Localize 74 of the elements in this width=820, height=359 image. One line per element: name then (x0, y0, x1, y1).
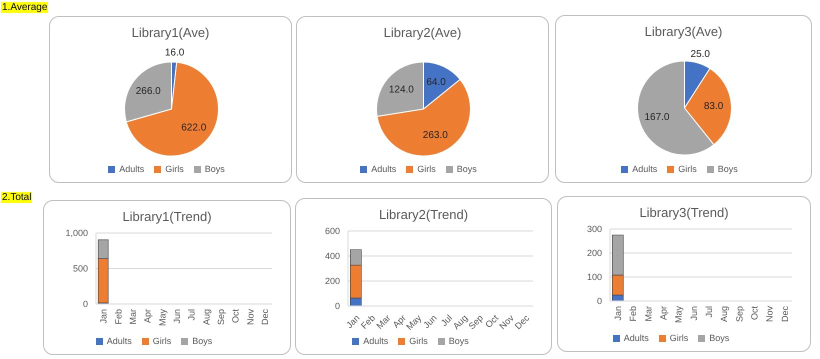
chart-title: Library2(Trend) (378, 207, 470, 224)
legend-label: Adults (106, 336, 132, 346)
data-label: 25.0 (690, 48, 710, 60)
legend-label: Adults (363, 336, 388, 346)
y-tick-label: 100 (586, 272, 602, 282)
x-tick-label: Aug (719, 306, 730, 322)
x-tick-label: Aug (201, 309, 212, 326)
data-label: 64.0 (426, 77, 446, 88)
legend-label: Adults (632, 164, 658, 174)
x-tick-label: Jun (172, 309, 182, 324)
x-tick-label: Feb (113, 309, 124, 325)
y-tick-label: 200 (324, 276, 340, 286)
y-tick-label: 1,000 (65, 228, 88, 238)
chart-title: Library1(Ave) (130, 25, 210, 42)
x-tick-label: Mar (643, 306, 654, 322)
chart-title: Library3(Trend) (638, 205, 730, 222)
x-tick-label: May (674, 306, 684, 324)
legend-label: Adults (371, 164, 396, 174)
chart-title: Library1(Trend) (121, 209, 213, 226)
x-tick-label: Sep (216, 309, 226, 326)
x-tick-label: Nov (245, 308, 256, 326)
pie-slice (126, 62, 219, 156)
data-label: 124.0 (388, 84, 414, 96)
y-tick-label: 0 (596, 296, 602, 306)
x-tick-label: May (404, 312, 424, 332)
x-tick-label: May (157, 308, 168, 326)
legend-label: Boys (718, 164, 738, 174)
y-tick-label: 300 (586, 224, 602, 234)
legend-label: Girls (152, 336, 172, 346)
x-tick-label: Feb (628, 306, 638, 322)
text: 2.Total (1, 192, 32, 203)
x-tick-label: Apr (658, 306, 668, 320)
data-label: 83.0 (704, 101, 724, 112)
legend-label: Girls (165, 164, 184, 174)
x-tick-label: Jul (186, 309, 197, 321)
x-tick-label: Jan (612, 306, 623, 321)
y-tick-label: 400 (324, 251, 340, 262)
x-tick-label: Mar (128, 309, 138, 324)
x-tick-label: Sep (734, 306, 744, 322)
y-tick-label: 200 (586, 248, 602, 258)
data-label: 167.0 (644, 112, 670, 124)
legend-label: Boys (192, 336, 212, 346)
legend-label: Boys (456, 164, 477, 174)
legend-label: Boys (448, 336, 469, 346)
y-tick-label: 600 (324, 226, 340, 236)
legend-label: Girls (409, 336, 428, 346)
x-tick-label: Jul (704, 306, 714, 318)
data-label: 266.0 (136, 86, 162, 97)
legend-label: Girls (417, 164, 436, 174)
legend-label: Boys (709, 333, 730, 343)
x-tick-label: Jan (98, 309, 109, 324)
x-tick-label: Jun (688, 306, 699, 321)
data-label: 16.0 (164, 48, 185, 59)
data-label: 622.0 (181, 122, 207, 134)
data-label: 263.0 (422, 130, 448, 142)
y-tick-label: 500 (72, 264, 88, 274)
y-tick-label: 0 (334, 301, 340, 312)
legend-label: Adults (624, 333, 649, 343)
legend-label: Boys (204, 164, 225, 174)
y-tick-label: 0 (82, 299, 88, 310)
x-tick-label: Oct (749, 306, 760, 320)
x-tick-label: Jun (421, 312, 439, 330)
x-tick-label: Dec (260, 308, 270, 326)
x-tick-label: Nov (764, 306, 775, 322)
x-tick-label: Oct (230, 308, 241, 324)
x-tick-label: Apr (142, 309, 153, 324)
legend-label: Girls (678, 164, 697, 174)
x-tick-label: Jan (344, 312, 362, 330)
chart-title: Library3(Ave) (644, 24, 724, 41)
chart-title: Library2(Ave) (382, 25, 462, 42)
legend-label: Girls (670, 333, 688, 343)
legend-label: Adults (119, 164, 144, 174)
text: 1.Average (1, 2, 48, 13)
x-tick-label: Dec (780, 306, 790, 322)
